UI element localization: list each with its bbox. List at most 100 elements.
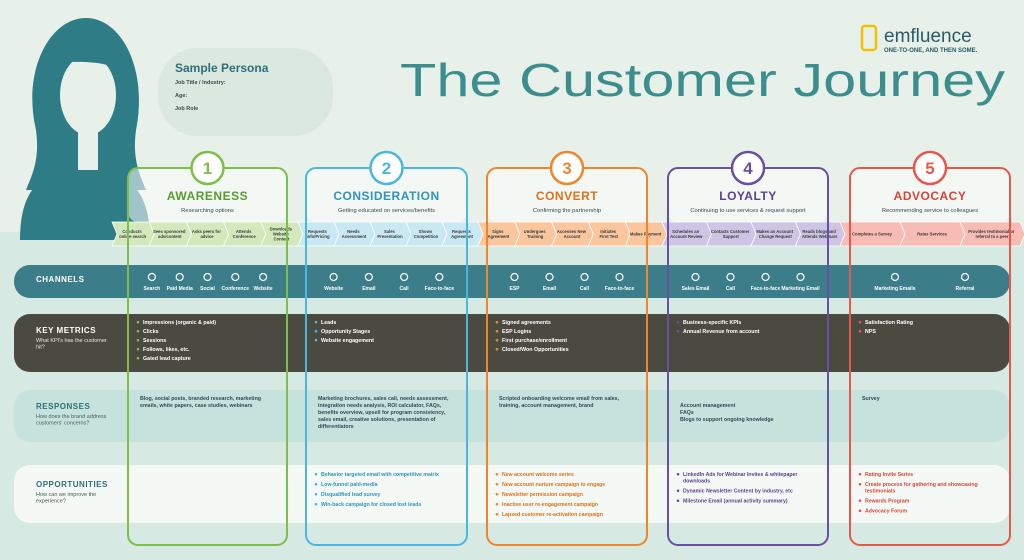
metric: Business-specific KPIs [683,320,741,326]
channel-icon [691,272,700,282]
metric-bullet [495,320,499,324]
opportunity-bullet [495,492,499,496]
response: Scripted onboarding welcome email from s… [499,396,621,409]
metric-bullet [858,329,862,333]
stage-number: 2 [382,159,391,178]
stage-subtitle: Researching options [181,208,234,214]
opportunity-bullet [858,482,862,486]
channel-icon [580,272,589,282]
stage-number-circle [190,150,225,186]
channel-label: Face-to-face [425,286,455,292]
responses-band [14,390,1010,442]
opportunity: Milestone Email (annual activity summary… [683,499,788,505]
response: Survey [862,396,880,402]
row-question: What KPI's has the customer hit? [36,338,108,351]
channel-label: Search [144,286,161,292]
metric-bullet [136,347,140,351]
step-label: Contacts Customer Support [711,229,751,239]
opportunity: Dynamic Newsletter Content by industry, … [683,489,793,495]
channel-label: Call [726,286,736,292]
persona-field: Age: [175,93,187,99]
metric: ESP Logins [502,329,531,335]
response: Blogs to support ongoing knowledge [680,417,774,423]
stage-number: 3 [562,159,571,178]
response: Account management [680,403,736,409]
step-label: Needs Assessment [342,229,367,239]
stage-name: LOYALTY [719,189,777,203]
step-label: Initiates First Test [600,229,619,239]
opportunity: Advocacy Forum [865,509,907,515]
persona-field: Job Title / Industry: [175,80,226,86]
opportunity: LinkedIn Ads for Webinar Invites & white… [683,472,799,485]
channel-label: ESP [509,286,520,292]
row-question: How can we improve the experience? [36,492,98,505]
metric: Annual Revenue from account [683,329,760,335]
stage-number: 4 [743,159,753,178]
step-label: Requests info/Pricing [306,229,329,239]
channel-label: Call [400,286,410,292]
stage-number: 5 [925,159,934,178]
channel-label: Sales Email [682,286,710,292]
channel-icon [796,272,805,282]
opportunity-bullet [314,502,318,506]
channel-icon [615,272,624,282]
logo-icon [860,24,878,52]
step-label: Sales Presentation [377,229,403,239]
opportunity: Behavior targeted email with competitive… [321,472,439,478]
metric: Signed agreements [502,320,551,326]
stage-name: AWARENESS [167,189,248,203]
channel-label: Email [362,286,376,292]
metric-bullet [676,329,680,333]
logo-name: emfluence [884,26,972,47]
metric: Impressions (organic & paid) [143,320,216,326]
opportunity-bullet [676,472,680,476]
step-label: Schedules an Account Review [670,229,703,239]
channel-icon [329,272,338,282]
metric-bullet [676,320,680,324]
metric: Satisfaction Rating [865,320,913,326]
opportunity-bullet [314,492,318,496]
opportunity: Newsletter permission campaign [502,492,583,498]
metric-bullet [136,320,140,324]
row-label: OPPORTUNITIES [36,480,108,489]
opportunity-bullet [676,489,680,493]
channel-icon [761,272,770,282]
metric-bullet [136,338,140,342]
metrics-band [14,314,1010,372]
channel-label: Email [543,286,557,292]
stage-name: ADVOCACY [894,189,967,203]
response: Marketing brochures, sales call, needs a… [318,396,450,430]
metric-bullet [314,329,318,333]
stage-name: CONSIDERATION [333,189,439,203]
step-label: Asks peers for advice [192,229,222,239]
channel-icon [545,272,554,282]
opportunity: Disqualified lead survey [321,492,381,498]
step-label: Makes an Account Change Request [756,229,794,239]
stage-header-bg [128,168,287,222]
opportunity-bullet [314,482,318,486]
channel-icon [960,272,970,282]
persona-name: Sample Persona [175,61,269,75]
metric-bullet [858,320,862,324]
channel-label: Website [324,286,343,292]
opportunity: Rewards Program [865,499,910,505]
metric: Follows, likes, etc. [143,347,190,353]
metric: Opportunity Stages [321,329,370,335]
metric-bullet [136,356,140,360]
channel-icon [435,272,444,282]
stage-header-bg [850,168,1010,222]
step-label: Accesses New Account [557,229,587,239]
opportunity: Lapsed customer re-activation campaign [502,512,603,518]
metric: NPS [865,329,876,335]
opportunity-bullet [495,482,499,486]
metric-bullet [136,329,140,333]
stage-name: CONVERT [536,189,598,203]
metric: Sessions [143,338,166,344]
channel-icon [231,272,240,282]
channel-icon [890,272,900,282]
metric: Gated lead capture [143,356,191,362]
opportunity-bullet [495,512,499,516]
opportunity: New account welcome series [502,472,574,478]
opportunity: New account nurture campaign to engage [502,482,605,488]
